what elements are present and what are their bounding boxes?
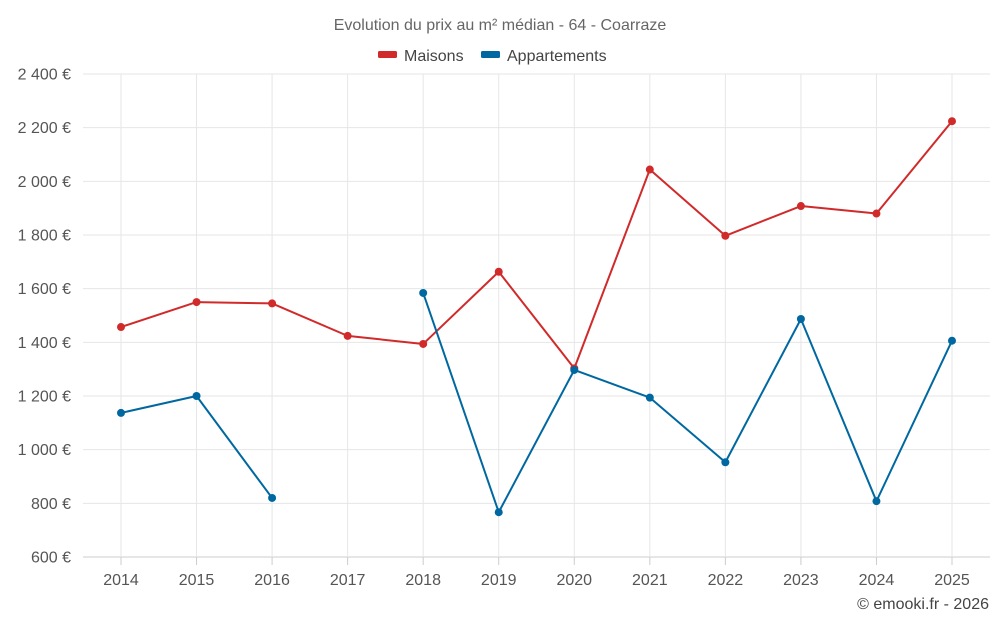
- credit-text: © emooki.fr - 2026: [857, 596, 989, 613]
- series-layer: [117, 117, 956, 517]
- series-maisons: [117, 117, 956, 373]
- y-tick-label: 600 €: [31, 550, 71, 567]
- legend-label[interactable]: Appartements: [507, 48, 607, 65]
- x-axis: 2014 2015 2016 2017 2018 2019 2020 2021 2022 2023…: [103, 557, 970, 589]
- y-tick-label: 1 600 €: [18, 281, 71, 298]
- data-point[interactable]: [721, 231, 730, 240]
- data-point[interactable]: [721, 458, 730, 467]
- y-tick-label: 1 800 €: [18, 228, 71, 245]
- grid: [83, 73, 990, 558]
- data-point[interactable]: [494, 267, 503, 276]
- series-line: [120, 120, 953, 370]
- x-tick-label: 2014: [103, 572, 139, 589]
- x-tick-label: 2019: [481, 572, 517, 589]
- x-tick-label: 2015: [179, 572, 215, 589]
- data-point[interactable]: [872, 497, 881, 506]
- legend-swatch: [481, 51, 500, 58]
- y-tick-label: 1 000 €: [18, 442, 71, 459]
- data-point[interactable]: [117, 323, 125, 332]
- data-point[interactable]: [948, 117, 956, 126]
- y-tick-label: 1 400 €: [18, 335, 71, 352]
- y-tick-label: 2 400 €: [18, 67, 71, 84]
- y-tick-label: 2 000 €: [18, 174, 71, 191]
- x-tick-label: 2018: [405, 572, 441, 589]
- x-tick-label: 2025: [934, 572, 970, 589]
- chart-title: Evolution du prix au m² médian - 64 - Co…: [334, 17, 667, 34]
- data-point[interactable]: [872, 209, 881, 218]
- data-point[interactable]: [117, 408, 125, 417]
- data-point[interactable]: [192, 298, 201, 307]
- x-tick-label: 2021: [632, 572, 668, 589]
- x-tick-label: 2023: [783, 572, 819, 589]
- y-tick-label: 800 €: [31, 496, 71, 513]
- y-axis: 600 € 800 € 1 000 € 1 200 € 1 400 € 1 600 € 1 …: [18, 67, 71, 567]
- series-appartements: [117, 288, 956, 517]
- x-tick-label: 2022: [708, 572, 744, 589]
- data-point[interactable]: [645, 393, 654, 402]
- series-line: [422, 292, 953, 514]
- legend: Maisons Appartements: [378, 48, 607, 65]
- x-tick-label: 2020: [556, 572, 592, 589]
- data-point[interactable]: [948, 336, 956, 345]
- legend-label[interactable]: Maisons: [404, 48, 464, 65]
- data-point[interactable]: [268, 299, 277, 308]
- x-tick-label: 2017: [330, 572, 366, 589]
- x-tick-label: 2016: [254, 572, 290, 589]
- data-point[interactable]: [419, 339, 428, 348]
- data-point[interactable]: [494, 508, 503, 517]
- data-point[interactable]: [419, 288, 428, 297]
- data-point[interactable]: [570, 365, 579, 374]
- data-point[interactable]: [192, 392, 201, 400]
- data-point[interactable]: [796, 202, 805, 211]
- data-point[interactable]: [268, 493, 277, 502]
- x-tick-label: 2024: [859, 572, 895, 589]
- data-point[interactable]: [343, 331, 352, 340]
- y-tick-label: 1 200 €: [18, 389, 71, 406]
- data-point[interactable]: [645, 165, 654, 174]
- y-tick-label: 2 200 €: [18, 120, 71, 137]
- legend-swatch: [378, 51, 397, 58]
- data-point[interactable]: [796, 314, 805, 323]
